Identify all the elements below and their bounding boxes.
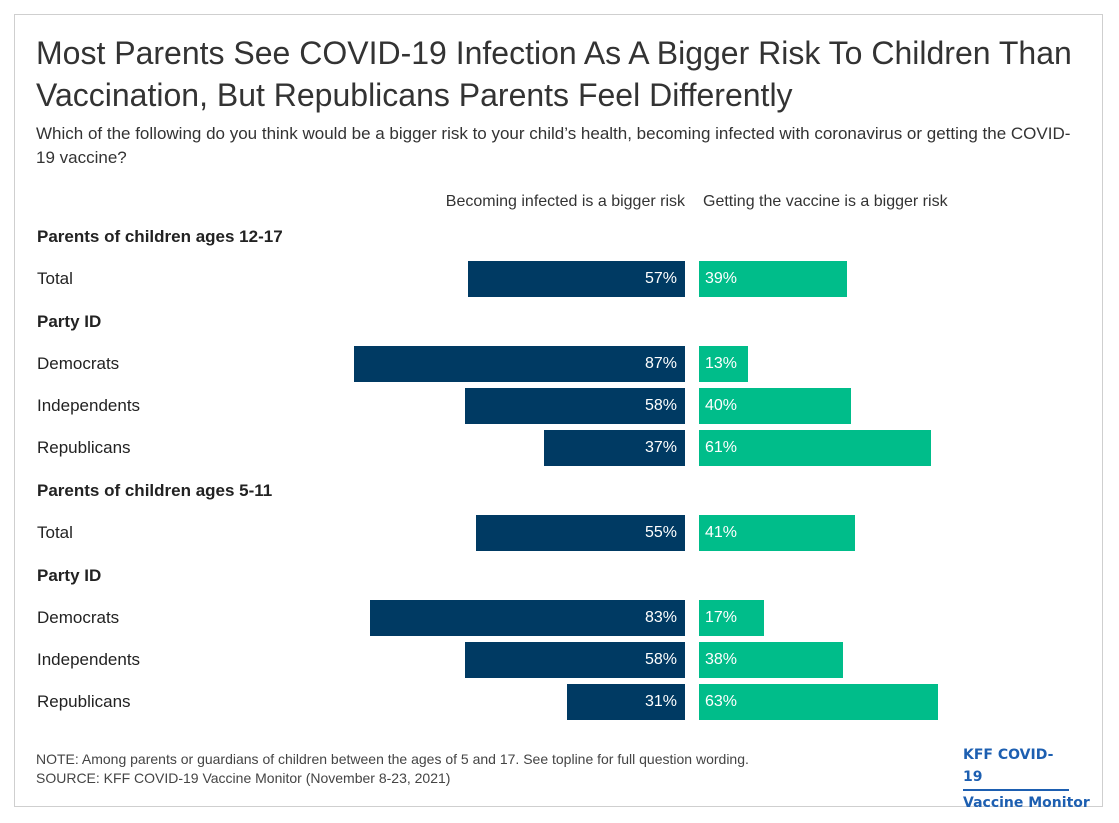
bar-infected-label: 58% bbox=[644, 651, 677, 668]
bar-infected-label: 55% bbox=[644, 524, 677, 541]
bar-vaccine bbox=[699, 346, 749, 382]
bar-vaccine bbox=[699, 684, 939, 720]
row-label: Republicans bbox=[37, 692, 131, 711]
bar-infected-label: 57% bbox=[644, 270, 677, 287]
legend-infected: Becoming infected is a bigger risk bbox=[445, 193, 685, 210]
bar-infected-label: 83% bbox=[644, 609, 677, 626]
bar-vaccine bbox=[699, 261, 848, 297]
bar-infected bbox=[468, 261, 685, 297]
bar-vaccine-label: 38% bbox=[705, 651, 738, 668]
bar-infected bbox=[369, 600, 685, 636]
legend-vaccine: Getting the vaccine is a bigger risk bbox=[703, 193, 948, 210]
bar-vaccine-label: 40% bbox=[705, 397, 738, 414]
bar-infected-label: 58% bbox=[644, 397, 677, 414]
group-label: Parents of children ages 5-11 bbox=[37, 481, 273, 500]
bar-vaccine bbox=[699, 600, 764, 636]
bar-vaccine-label: 13% bbox=[705, 355, 738, 372]
kff-logo: KFF COVID-19 Vaccine Monitor bbox=[963, 744, 1090, 814]
bar-vaccine bbox=[699, 388, 851, 424]
bar-infected bbox=[544, 430, 685, 466]
group-label: Party ID bbox=[37, 566, 102, 585]
bar-infected bbox=[476, 515, 685, 551]
bar-vaccine bbox=[699, 430, 931, 466]
row-label: Democrats bbox=[37, 354, 120, 373]
brand-line-2: Vaccine Monitor bbox=[963, 795, 1090, 811]
row-label: Independents bbox=[37, 650, 141, 669]
bar-vaccine-label: 39% bbox=[705, 270, 738, 287]
chart-source: SOURCE: KFF COVID-19 Vaccine Monitor (No… bbox=[36, 770, 451, 786]
bar-infected bbox=[464, 388, 685, 424]
row-label: Total bbox=[37, 523, 73, 542]
group-label: Parents of children ages 12-17 bbox=[37, 227, 283, 246]
chart-subtitle: Which of the following do you think woul… bbox=[36, 124, 1071, 167]
bar-vaccine bbox=[699, 642, 844, 678]
bar-infected bbox=[464, 642, 685, 678]
row-label: Democrats bbox=[37, 608, 120, 627]
group-label: Party ID bbox=[37, 312, 102, 331]
bar-infected bbox=[567, 684, 685, 720]
bar-vaccine-label: 41% bbox=[705, 524, 738, 541]
brand-line-1: KFF COVID-19 bbox=[963, 744, 1069, 791]
row-label: Total bbox=[37, 269, 73, 288]
row-label: Republicans bbox=[37, 438, 131, 457]
bar-vaccine-label: 63% bbox=[705, 693, 738, 710]
chart-note: NOTE: Among parents or guardians of chil… bbox=[36, 751, 749, 767]
bar-infected-label: 87% bbox=[644, 355, 677, 372]
bar-vaccine-label: 61% bbox=[705, 439, 738, 456]
chart-title: Most Parents See COVID-19 Infection As A… bbox=[36, 35, 1072, 113]
row-label: Independents bbox=[37, 396, 141, 415]
bar-vaccine-label: 17% bbox=[705, 609, 738, 626]
bar-infected-label: 37% bbox=[644, 439, 677, 456]
bar-vaccine bbox=[699, 515, 855, 551]
bar-infected-label: 31% bbox=[644, 693, 677, 710]
bar-infected bbox=[354, 346, 685, 382]
